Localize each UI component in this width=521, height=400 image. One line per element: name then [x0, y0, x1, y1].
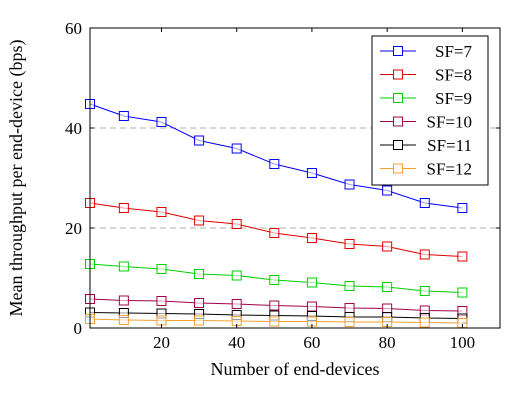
data-point — [156, 315, 167, 326]
data-point — [118, 315, 129, 325]
legend-label: SF=9 — [435, 89, 472, 108]
legend-entry: SF=8 — [380, 66, 472, 85]
data-point — [344, 239, 355, 249]
data-point — [156, 296, 167, 306]
legend-label: SF=10 — [427, 113, 473, 132]
legend-label: SF=8 — [435, 66, 472, 85]
series-sf-8 — [85, 198, 468, 262]
y-tick-label: 40 — [65, 119, 82, 138]
data-point — [457, 251, 468, 262]
data-point — [194, 315, 205, 326]
data-point — [118, 261, 129, 272]
data-point — [344, 281, 355, 291]
data-point — [419, 286, 430, 296]
data-point — [231, 270, 242, 281]
legend-entry: SF=12 — [380, 160, 472, 179]
legend-marker — [393, 163, 403, 174]
data-point — [269, 275, 280, 285]
data-point — [344, 303, 355, 313]
y-tick-label: 60 — [65, 19, 82, 38]
data-point — [382, 185, 393, 196]
data-point — [231, 143, 242, 154]
data-point — [156, 264, 167, 274]
data-point — [344, 179, 355, 190]
x-tick-label: 60 — [303, 333, 320, 352]
data-point — [382, 303, 393, 314]
legend-box — [371, 35, 489, 186]
data-point — [269, 316, 280, 327]
y-tick-label: 20 — [65, 219, 82, 238]
data-point — [306, 277, 317, 288]
data-point — [194, 215, 205, 226]
legend-marker — [393, 116, 403, 127]
plot-area-frame — [89, 27, 501, 329]
legend-entry: SF=11 — [380, 136, 472, 155]
data-point — [269, 300, 280, 311]
x-tick-label: 20 — [153, 333, 170, 352]
data-point — [194, 135, 205, 146]
data-point — [118, 295, 129, 306]
data-point — [419, 317, 430, 328]
data-point — [156, 207, 167, 217]
legend-entry: SF=10 — [380, 113, 472, 132]
legend-marker — [393, 93, 403, 103]
data-point — [382, 282, 393, 292]
data-point — [269, 159, 280, 169]
y-tick-label: 0 — [74, 319, 83, 338]
data-point — [194, 269, 205, 279]
legend-label: SF=11 — [427, 136, 472, 155]
legend-marker — [393, 46, 403, 56]
series-sf-9 — [85, 259, 468, 298]
data-point — [419, 249, 430, 260]
data-point — [269, 228, 280, 238]
data-point — [118, 203, 129, 213]
data-point — [231, 219, 242, 229]
x-tick-label: 100 — [450, 333, 476, 352]
data-point — [457, 203, 468, 213]
data-point — [194, 298, 205, 308]
data-point — [118, 111, 129, 121]
legend-label: SF=7 — [435, 42, 472, 61]
data-point — [344, 317, 355, 327]
y-axis-label: Mean throughput per end-device (bps) — [6, 40, 27, 317]
data-point — [419, 198, 430, 208]
legend-marker — [393, 140, 403, 150]
data-point — [156, 117, 167, 127]
data-point — [382, 241, 393, 252]
x-tick-label: 40 — [228, 333, 245, 352]
x-axis-label: Number of end-devices — [211, 359, 380, 379]
legend: SF=7 SF=8 SF=9 SF=10 SF=11 SF=12 — [371, 35, 489, 186]
legend-marker — [393, 69, 403, 80]
data-point — [306, 301, 317, 312]
legend-label: SF=12 — [427, 160, 473, 179]
legend-entry: SF=7 — [380, 42, 472, 61]
x-tick-label: 80 — [379, 333, 396, 352]
data-point — [306, 168, 317, 178]
legend-entry: SF=9 — [380, 89, 472, 108]
data-point — [306, 233, 317, 243]
data-point — [231, 299, 242, 309]
axis-ticks: 20 40 60 80 100 0 20 40 60 — [65, 19, 500, 352]
data-point — [457, 287, 468, 298]
